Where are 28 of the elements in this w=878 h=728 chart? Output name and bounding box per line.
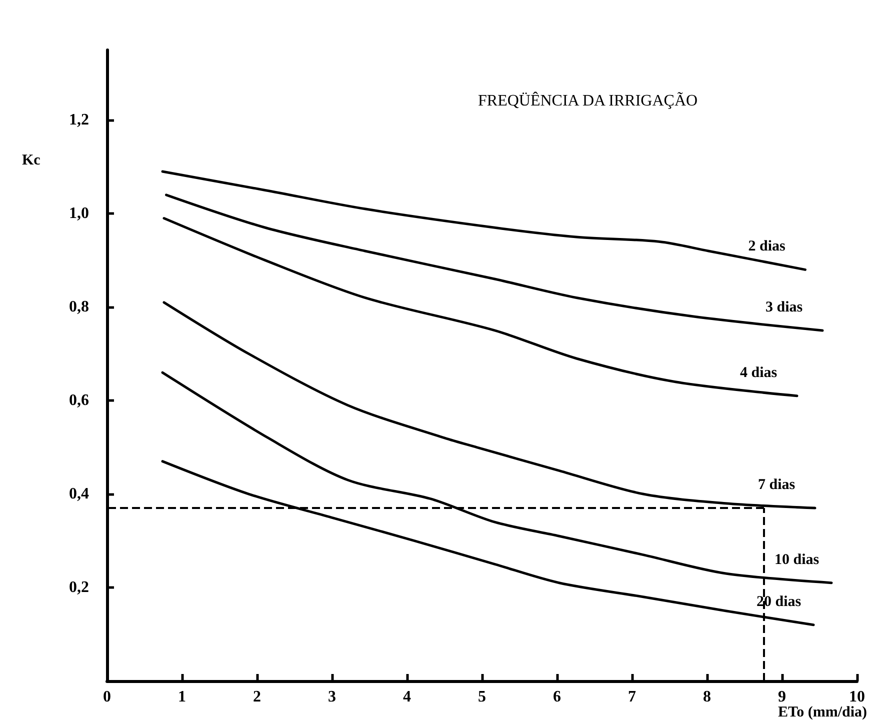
y-tick-label: 1,2 bbox=[69, 112, 89, 129]
y-tick-label: 0,6 bbox=[69, 392, 89, 410]
x-tick-label: 6 bbox=[553, 688, 561, 706]
x-tick-label: 2 bbox=[253, 688, 261, 706]
x-tick-label: 10 bbox=[849, 688, 865, 706]
x-tick-label: 8 bbox=[703, 688, 711, 706]
series-label: 3 dias bbox=[766, 299, 803, 316]
x-tick-label: 1 bbox=[178, 688, 186, 706]
x-axis-title: ETo (mm/dia) bbox=[778, 704, 867, 720]
x-tick-label: 9 bbox=[778, 688, 786, 706]
x-tick-label: 4 bbox=[403, 688, 411, 706]
series-label: 20 dias bbox=[756, 594, 802, 610]
text: FREQÜÊNCIA DA IRRIGAÇÃO bbox=[478, 92, 698, 110]
x-tick-label: 7 bbox=[628, 688, 636, 706]
x-tick-label: 3 bbox=[328, 688, 336, 706]
y-tick-label: 0,2 bbox=[69, 579, 89, 596]
line-series bbox=[165, 194, 824, 332]
x-tick-label: 0 bbox=[103, 688, 111, 706]
y-tick-label: 0,8 bbox=[69, 298, 89, 316]
x-tick-label: 5 bbox=[478, 688, 486, 706]
y-axis-title: Kc bbox=[22, 152, 41, 168]
series-label: 2 dias bbox=[748, 238, 786, 255]
series-label: 7 dias bbox=[758, 477, 796, 494]
y-tick-label: 1,0 bbox=[69, 205, 89, 222]
line-series bbox=[161, 170, 806, 271]
series-label: 4 dias bbox=[740, 364, 778, 381]
y-tick-label: 0,4 bbox=[69, 486, 89, 503]
series-label: 10 dias bbox=[774, 552, 820, 568]
